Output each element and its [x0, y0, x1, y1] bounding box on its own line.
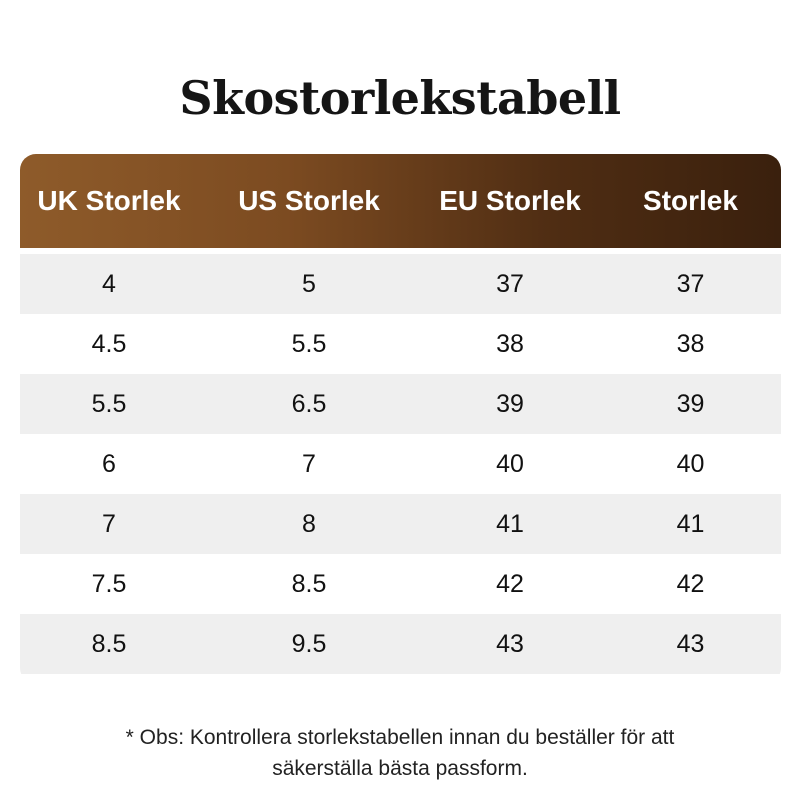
- table-row: 4.5 5.5 38 38: [20, 314, 781, 374]
- table-row: 8.5 9.5 43 43: [20, 614, 781, 674]
- cell-us: 8: [302, 510, 316, 538]
- cell-uk: 5.5: [91, 390, 127, 418]
- cell-us: 5: [302, 270, 316, 298]
- cell-eu: 41: [496, 510, 524, 538]
- table-row: 5.5 6.5 39 39: [20, 374, 781, 434]
- cell-size: 39: [676, 390, 705, 418]
- size-table: UK Storlek US Storlek EU Storlek Storlek…: [20, 154, 781, 684]
- cell-uk: 4: [102, 270, 116, 298]
- table-row: 4 5 37 37: [20, 254, 781, 314]
- cell-eu: 42: [496, 570, 524, 598]
- footnote-line-1: * Obs: Kontrollera storlekstabellen inna…: [125, 726, 675, 749]
- cell-size: 41: [676, 510, 705, 538]
- page-title: Skostorlekstabell: [179, 71, 621, 125]
- cell-uk: 8.5: [91, 630, 127, 658]
- cell-us: 9.5: [291, 630, 327, 658]
- footnote-line-2: säkerställa bästa passform.: [272, 757, 528, 780]
- cell-us: 7: [302, 450, 316, 478]
- cell-eu: 37: [496, 270, 524, 298]
- cell-size: 38: [676, 330, 705, 358]
- header-eu-size: EU Storlek: [439, 185, 581, 216]
- cell-size: 43: [676, 630, 705, 658]
- cell-eu: 38: [496, 330, 524, 358]
- table-header: UK Storlek US Storlek EU Storlek Storlek: [20, 154, 781, 248]
- table-row: 7 8 41 41: [20, 494, 781, 554]
- cell-size: 42: [676, 570, 705, 598]
- table-row: 7.5 8.5 42 42: [20, 554, 781, 614]
- cell-us: 8.5: [291, 570, 327, 598]
- footnote: * Obs: Kontrollera storlekstabellen inna…: [0, 722, 800, 784]
- cell-eu: 40: [496, 450, 524, 478]
- header-size: Storlek: [643, 185, 738, 216]
- table-row: 6 7 40 40: [20, 434, 781, 494]
- cell-us: 6.5: [291, 390, 327, 418]
- table-body: 4 5 37 37 4.5 5.5 38 38 5.5 6.5 39 39 6 …: [20, 254, 781, 674]
- cell-us: 5.5: [291, 330, 327, 358]
- cell-uk: 4.5: [91, 330, 127, 358]
- cell-eu: 43: [496, 630, 524, 658]
- cell-size: 37: [676, 270, 705, 298]
- cell-eu: 39: [496, 390, 524, 418]
- cell-size: 40: [676, 450, 705, 478]
- cell-uk: 6: [102, 450, 116, 478]
- cell-uk: 7.5: [91, 570, 127, 598]
- header-uk-size: UK Storlek: [37, 185, 181, 216]
- header-us-size: US Storlek: [238, 185, 380, 216]
- cell-uk: 7: [102, 510, 116, 538]
